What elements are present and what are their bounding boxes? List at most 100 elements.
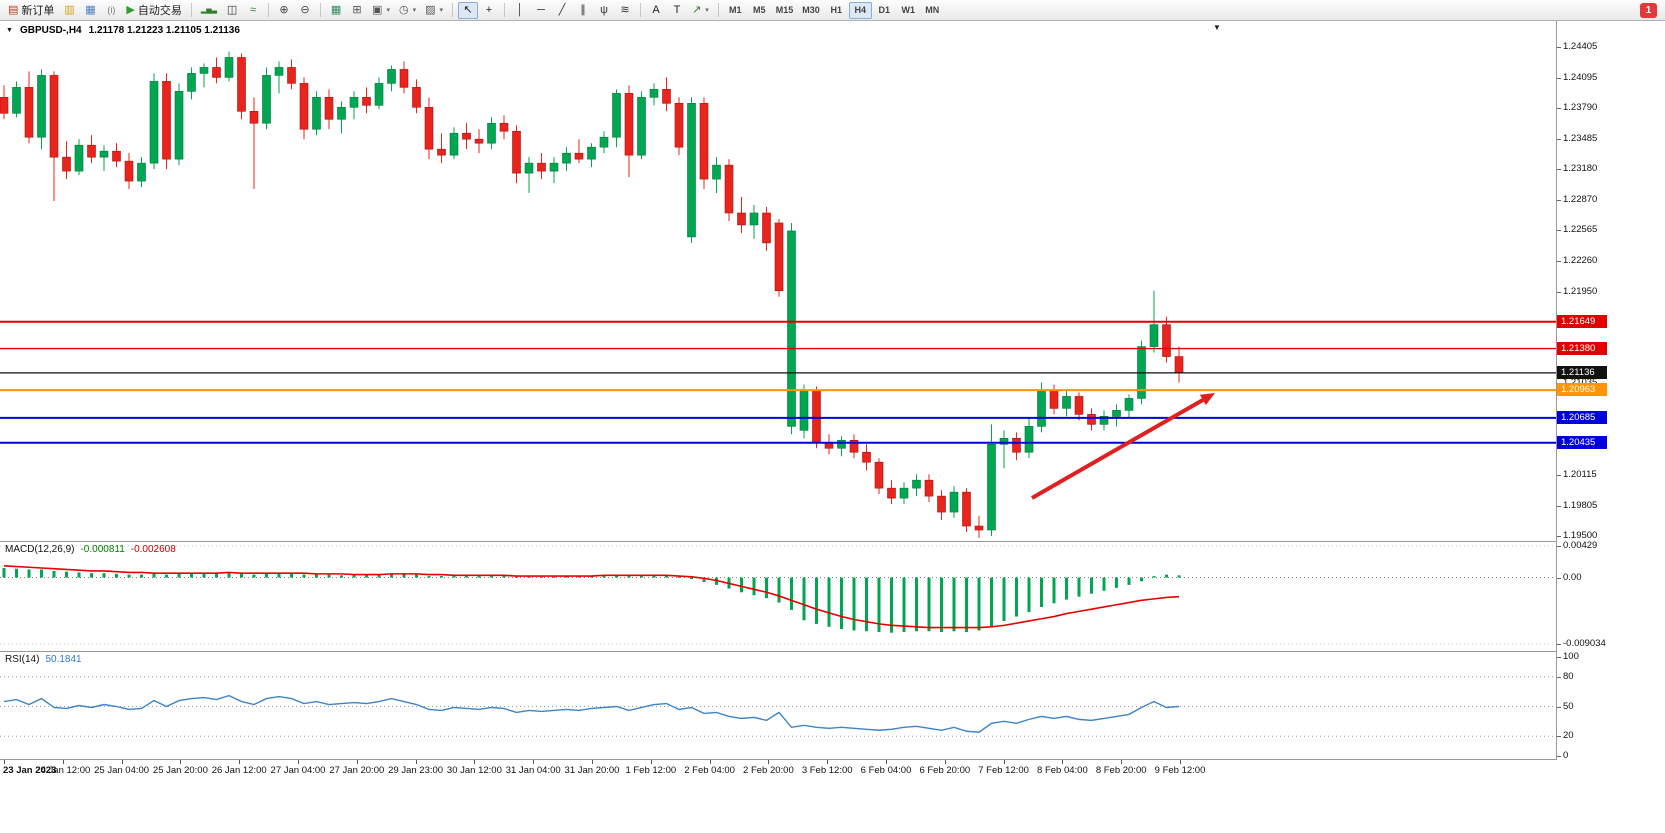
macd-pane[interactable]: MACD(12,26,9) -0.000811 -0.002608 xyxy=(0,542,1556,652)
time-axis-label: 29 Jan 23:00 xyxy=(388,765,444,776)
chart-window-icon: ▦ xyxy=(85,3,96,16)
period-button-caret-icon: ▾ xyxy=(412,7,417,14)
time-tick xyxy=(356,760,358,764)
rsi-pane[interactable]: RSI(14) 50.1841 xyxy=(0,652,1556,760)
time-tick xyxy=(533,760,535,764)
price-marker-1.20435: 1.20435 xyxy=(1557,435,1607,449)
price-pane[interactable]: ▼ GBPUSD-,H4 1.21178 1.21223 1.21105 1.2… xyxy=(0,21,1556,542)
bar-chart-button[interactable]: ▂▅▃ xyxy=(197,2,221,19)
time-axis-label: 1 Feb 12:00 xyxy=(625,765,677,776)
new-order-button[interactable]: ▤ 新订单 xyxy=(4,2,58,19)
timeframe-mn-button[interactable]: MN xyxy=(921,2,944,19)
zoom-out-icon: ⊖ xyxy=(300,3,310,16)
tile-windows-button[interactable]: ▦ xyxy=(326,2,346,19)
macd-name: MACD(12,26,9) xyxy=(5,544,75,555)
price-axis[interactable]: 1.24405 1.24095 1.23790 1.23485 1.23180 1.228… xyxy=(1556,21,1665,761)
axis-tick xyxy=(1557,657,1561,658)
axis-tick xyxy=(1557,138,1561,140)
axis-tick xyxy=(1557,200,1561,202)
candlestick-chart-button[interactable]: ◫ xyxy=(222,2,242,19)
zoom-out-button[interactable]: ⊖ xyxy=(295,2,315,19)
symbol-dropdown-icon[interactable]: ▼ xyxy=(6,27,13,34)
timeframe-h1-button[interactable]: H1 xyxy=(825,2,848,19)
time-axis-label: 31 Jan 20:00 xyxy=(564,765,620,776)
time-tick xyxy=(1180,760,1181,764)
time-tick xyxy=(886,760,887,764)
price-axis-label: 1.24405 xyxy=(1563,41,1598,52)
zoom-in-button[interactable]: ⊕ xyxy=(274,2,294,19)
horizontal-line-icon: ─ xyxy=(537,3,545,16)
chart-shift-marker-icon[interactable]: ▼ xyxy=(1213,23,1221,32)
price-marker-1.21136: 1.21136 xyxy=(1557,365,1607,379)
price-marker-1.21649: 1.21649 xyxy=(1557,314,1607,328)
trend-arrow[interactable] xyxy=(1031,393,1215,500)
time-tick xyxy=(944,760,946,764)
axis-tick xyxy=(1557,643,1561,645)
channel-button[interactable]: ∥ xyxy=(573,2,593,19)
timeframe-w1-button[interactable]: W1 xyxy=(897,2,920,19)
time-tick xyxy=(180,760,182,764)
cascade-windows-button[interactable]: ⊞ xyxy=(347,2,367,19)
macd-signal-value: -0.002608 xyxy=(130,544,176,555)
macd-axis-label: 0.00429 xyxy=(1563,540,1598,551)
time-axis-label: 2 Feb 20:00 xyxy=(743,765,794,776)
crosshair-icon: + xyxy=(485,3,493,16)
toolbar-separator xyxy=(640,3,641,17)
crosshair-button[interactable]: + xyxy=(479,2,499,19)
timeframe-d1-button[interactable]: D1 xyxy=(873,2,896,19)
time-axis-label: 24 Jan 12:00 xyxy=(35,765,91,776)
axis-tick xyxy=(1557,546,1561,547)
timeframe-m5-button-label: M5 xyxy=(752,5,766,15)
time-tick xyxy=(4,760,5,764)
time-tick xyxy=(1121,760,1123,764)
horizontal-line-button[interactable]: ─ xyxy=(531,2,551,19)
toolbar-separator xyxy=(504,3,505,17)
vertical-line-button[interactable]: │ xyxy=(510,2,530,19)
auto-trading-button[interactable]: ▶ 自动交易 xyxy=(122,2,185,19)
label-icon: T xyxy=(673,3,681,16)
trendline-button[interactable]: ╱ xyxy=(552,2,572,19)
time-axis[interactable]: 23 Jan 2023 24 Jan 12:00 25 Jan 04:00 25 Ja… xyxy=(0,760,1556,782)
axis-tick xyxy=(1557,535,1561,537)
tile-windows-icon: ▦ xyxy=(330,3,342,16)
price-axis-label: 1.22870 xyxy=(1563,194,1598,206)
templates-button[interactable]: ▨ ▾ xyxy=(421,2,447,19)
pitchfork-button[interactable]: ψ xyxy=(594,2,614,19)
text-button[interactable]: A xyxy=(646,2,666,19)
time-tick xyxy=(239,760,241,764)
timeframe-m30-button-label: M30 xyxy=(802,5,820,15)
fibonacci-button[interactable]: ≋ xyxy=(615,2,635,19)
price-axis-label: 1.19500 xyxy=(1563,529,1598,541)
notifications-badge[interactable]: 1 xyxy=(1640,2,1657,18)
text-icon: A xyxy=(652,3,660,16)
timeframe-m1-button[interactable]: M1 xyxy=(724,2,747,19)
timeframe-m5-button[interactable]: M5 xyxy=(748,2,771,19)
time-tick xyxy=(415,760,417,764)
toolbar-separator xyxy=(320,3,322,17)
market-watch-button[interactable]: ▥ xyxy=(59,2,79,19)
new-chart-button[interactable]: ▣ ▾ xyxy=(368,2,394,19)
line-chart-button[interactable]: ≈ xyxy=(243,2,263,19)
bar-chart-icon: ▂▅▃ xyxy=(200,6,218,14)
timeframe-h4-button[interactable]: H4 xyxy=(848,1,872,19)
period-button[interactable]: ◷ ▾ xyxy=(395,2,420,19)
new-chart-icon: ▣ xyxy=(372,3,383,16)
signals-button[interactable]: (i) xyxy=(101,2,121,19)
time-axis-label: 23 Jan 2023 xyxy=(3,765,57,776)
rsi-label: RSI(14) 50.1841 xyxy=(5,654,82,665)
rsi-axis-label: 0 xyxy=(1563,750,1569,761)
price-chart[interactable] xyxy=(0,21,1556,541)
label-button[interactable]: T xyxy=(667,2,687,19)
arrows-button[interactable]: ↗ ▾ xyxy=(688,2,713,19)
timeframe-m30-button[interactable]: M30 xyxy=(798,2,824,19)
axis-tick xyxy=(1557,676,1561,678)
new-order-button-label: 新订单 xyxy=(21,5,55,17)
timeframe-m15-button[interactable]: M15 xyxy=(772,2,798,19)
time-tick xyxy=(121,760,123,764)
time-axis-label: 25 Jan 04:00 xyxy=(94,765,150,776)
axis-tick xyxy=(1557,77,1561,79)
time-tick xyxy=(474,760,476,764)
cursor-button[interactable]: ↖ xyxy=(458,1,478,19)
chart-window-button[interactable]: ▦ xyxy=(80,2,100,19)
